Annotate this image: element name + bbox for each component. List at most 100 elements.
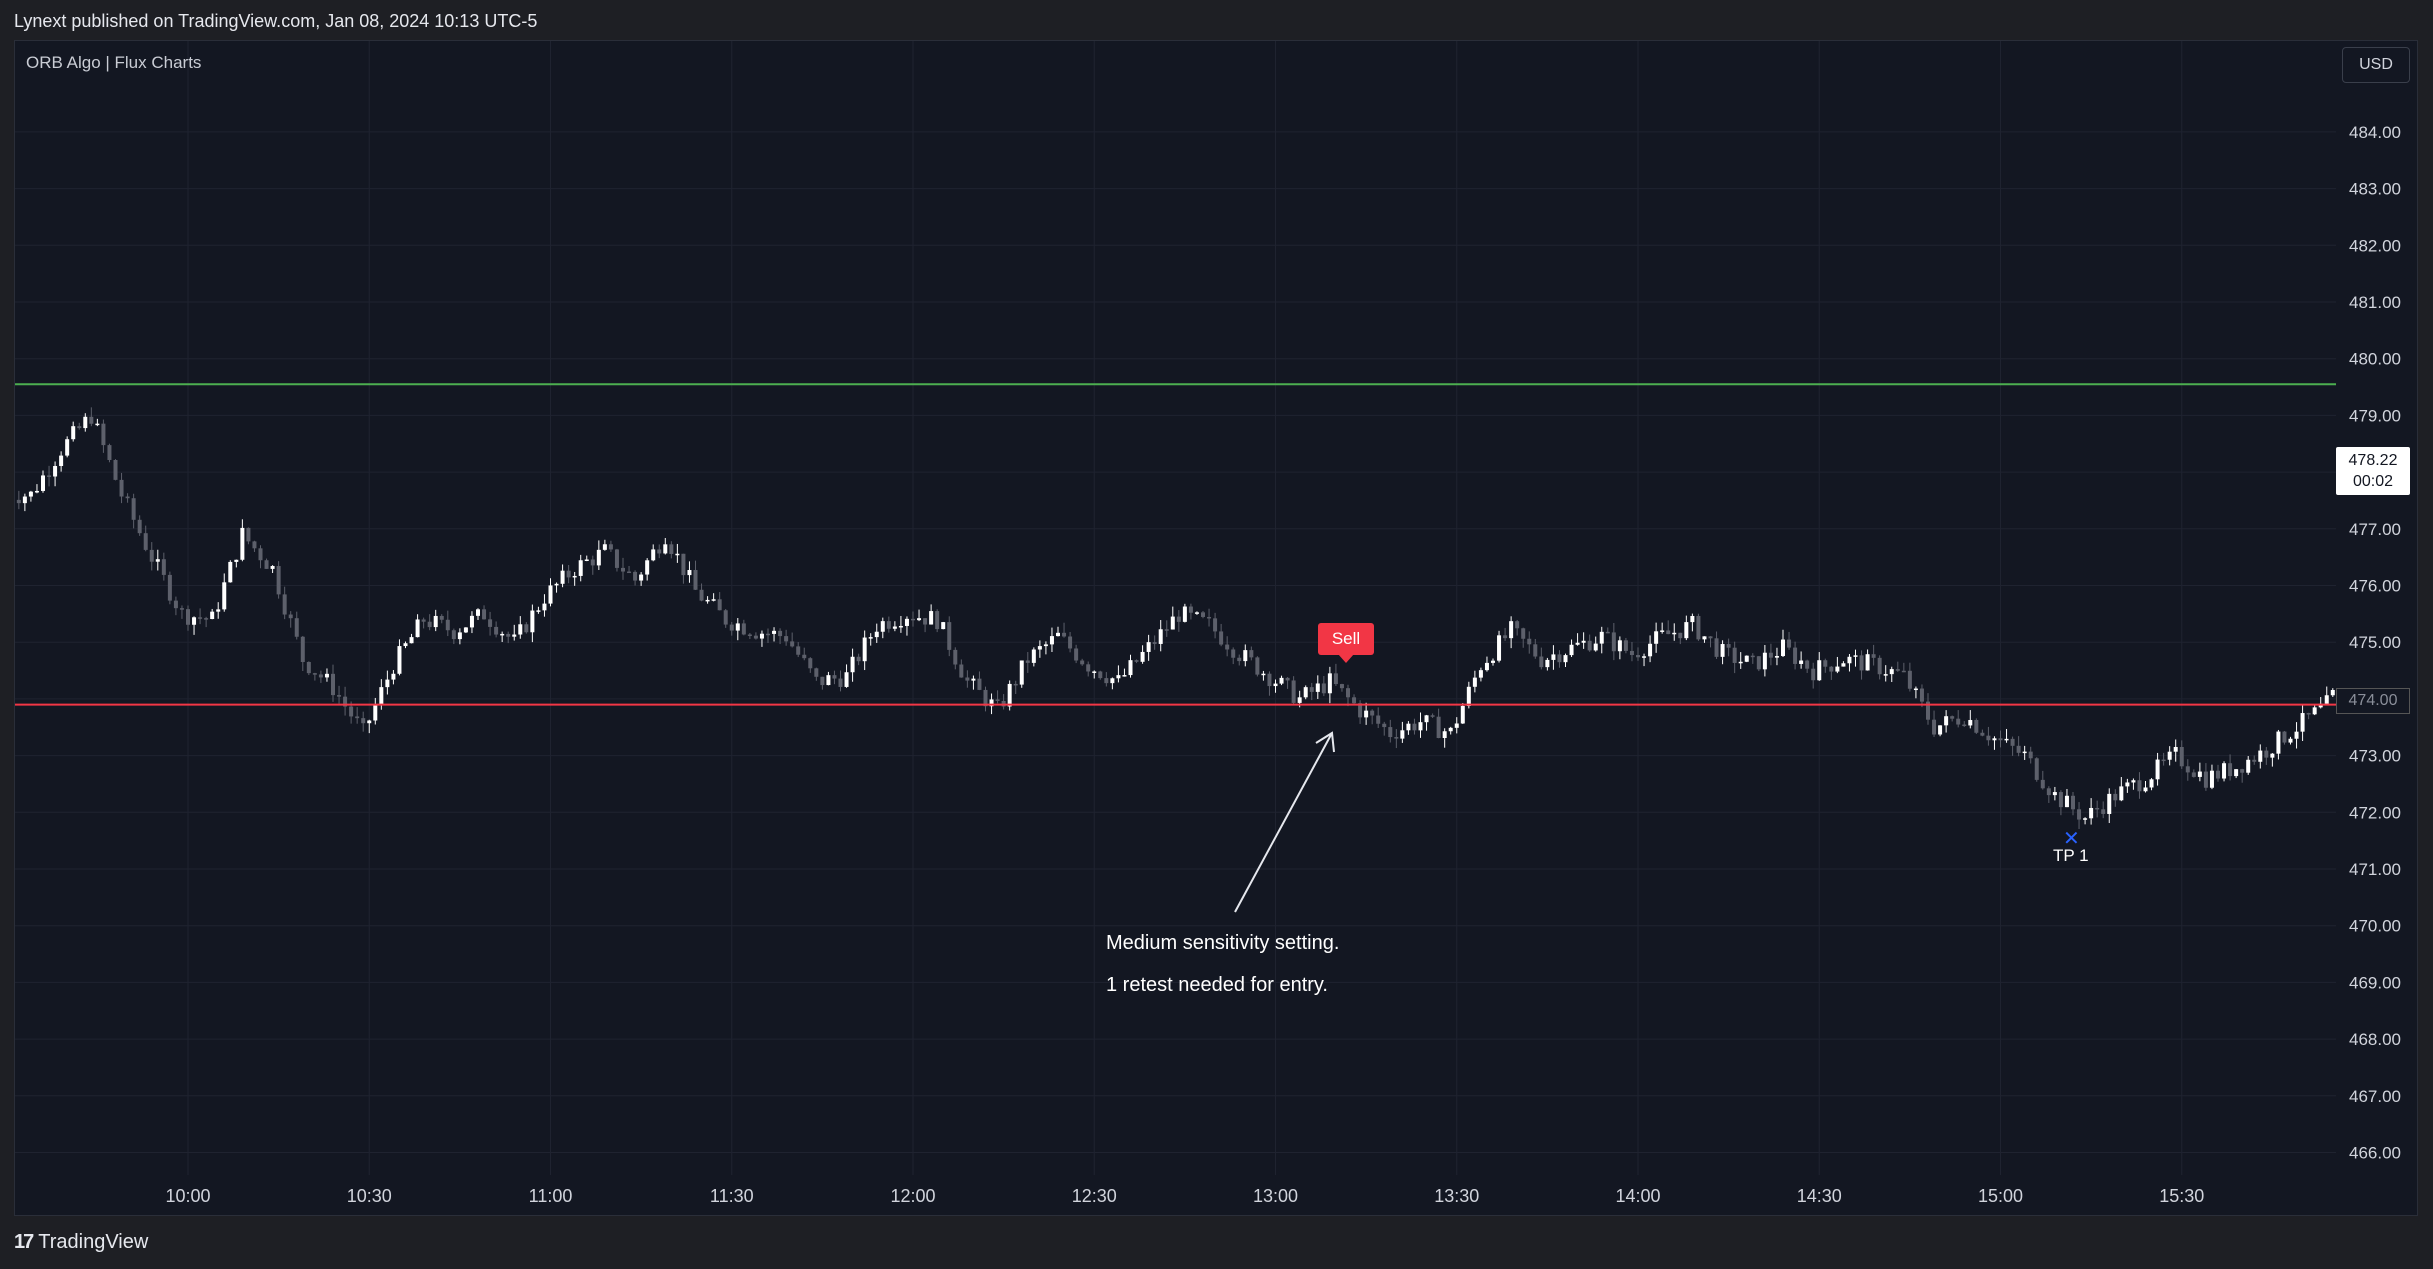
candle-body xyxy=(796,646,801,655)
time-tick-label: 15:00 xyxy=(1978,1186,2023,1206)
candle-body xyxy=(1225,644,1230,650)
candle-body xyxy=(1684,622,1689,639)
candle-body xyxy=(1509,621,1514,639)
candle-body xyxy=(1104,678,1109,684)
candle-body xyxy=(1503,635,1508,639)
candle-body xyxy=(584,559,589,561)
candle-body xyxy=(2101,809,2106,814)
candle-body xyxy=(1364,710,1369,718)
sell-signal-badge[interactable]: Sell xyxy=(1318,623,1374,663)
candle-body xyxy=(1339,684,1344,689)
candle-body xyxy=(1829,666,1834,672)
candle-body xyxy=(2264,750,2269,758)
candle-body xyxy=(318,674,323,678)
candle-body xyxy=(22,496,27,504)
candle-body xyxy=(572,575,577,578)
candle-body xyxy=(1170,616,1175,630)
candle-body xyxy=(361,718,366,724)
candle-body xyxy=(41,475,45,491)
candle-body xyxy=(1140,651,1145,662)
candle-body xyxy=(1974,719,1979,733)
candle-body xyxy=(1599,631,1604,644)
candle-body xyxy=(578,560,583,576)
candle-body xyxy=(2058,792,2063,808)
candle-body xyxy=(1859,655,1864,671)
candle-body xyxy=(427,621,432,628)
candle-body xyxy=(705,599,710,602)
candle-body xyxy=(252,541,257,549)
candle-body xyxy=(1249,650,1254,658)
price-tick-label: 466.00 xyxy=(2349,1144,2401,1163)
candle-body xyxy=(306,662,311,674)
candle-body xyxy=(264,560,269,569)
candle-body xyxy=(246,527,251,542)
candle-body xyxy=(602,544,607,550)
candle-body xyxy=(880,621,885,632)
indicator-title[interactable]: ORB Algo | Flux Charts xyxy=(26,53,202,72)
tradingview-logo[interactable]: 17 TradingView xyxy=(14,1231,148,1254)
candle-body xyxy=(403,643,408,647)
candle-body xyxy=(2258,750,2263,762)
candle-body xyxy=(1412,723,1417,731)
candle-body xyxy=(1116,675,1121,679)
candle-body xyxy=(1986,735,1991,741)
candle-body xyxy=(204,618,209,620)
candle-body xyxy=(1636,655,1640,658)
candle-body xyxy=(1207,616,1212,619)
candle-body xyxy=(935,611,940,630)
candle-body xyxy=(409,637,414,644)
candle-body xyxy=(198,617,203,619)
candle-body xyxy=(1188,606,1193,613)
tradingview-logo-icon: 17 xyxy=(14,1231,34,1253)
price-tick-label: 483.00 xyxy=(2349,180,2401,199)
candle-body xyxy=(639,574,644,581)
candle-body xyxy=(1352,697,1357,704)
candle-body xyxy=(1563,655,1568,663)
candle-body xyxy=(210,611,215,619)
price-axis: 466.00 467.00 468.00 469.00 470.00 471.00 472.… xyxy=(2349,123,2401,1163)
candle-body xyxy=(2240,769,2245,773)
candle-body xyxy=(868,637,873,639)
candle-body xyxy=(633,571,638,581)
candle-body xyxy=(161,559,166,575)
candle-body xyxy=(947,622,952,650)
candle-body xyxy=(228,561,233,583)
candle-body xyxy=(735,623,740,631)
candle-body xyxy=(1527,638,1532,645)
candle-body xyxy=(1237,657,1242,662)
candle-body xyxy=(324,673,329,678)
candle-body xyxy=(2185,766,2190,773)
candle-body xyxy=(1823,660,1828,667)
candle-body xyxy=(2197,771,2202,777)
candle-body xyxy=(1358,703,1363,718)
candle-body xyxy=(1098,671,1103,679)
currency-button[interactable]: USD xyxy=(2342,47,2410,83)
candle-body xyxy=(2149,779,2154,788)
candle-body xyxy=(1297,697,1302,703)
candle-body xyxy=(1194,612,1199,614)
price-tick-label: 481.00 xyxy=(2349,293,2401,312)
candle-body xyxy=(1291,680,1296,703)
candle-body xyxy=(1817,660,1822,681)
candle-body xyxy=(1315,683,1320,692)
candle-body xyxy=(1853,655,1858,657)
candle-body xyxy=(687,570,692,576)
candle-body xyxy=(1019,660,1024,685)
price-tick-label: 468.00 xyxy=(2349,1030,2401,1049)
candle-body xyxy=(917,618,922,621)
candle-body xyxy=(1654,631,1659,644)
candle-body xyxy=(560,570,565,584)
last-price-value: 478.22 xyxy=(2348,452,2398,469)
candle-body xyxy=(2034,758,2039,780)
candle-body xyxy=(2276,731,2281,754)
candle-body xyxy=(2173,746,2178,752)
candle-body xyxy=(1497,635,1502,661)
candle-body xyxy=(977,678,982,690)
time-tick-label: 12:30 xyxy=(1072,1186,1117,1206)
candle-body xyxy=(2222,763,2227,779)
candle-body xyxy=(856,656,861,662)
time-tick-label: 14:30 xyxy=(1797,1186,1842,1206)
candle-body xyxy=(1128,660,1133,676)
candle-body xyxy=(2040,779,2045,789)
